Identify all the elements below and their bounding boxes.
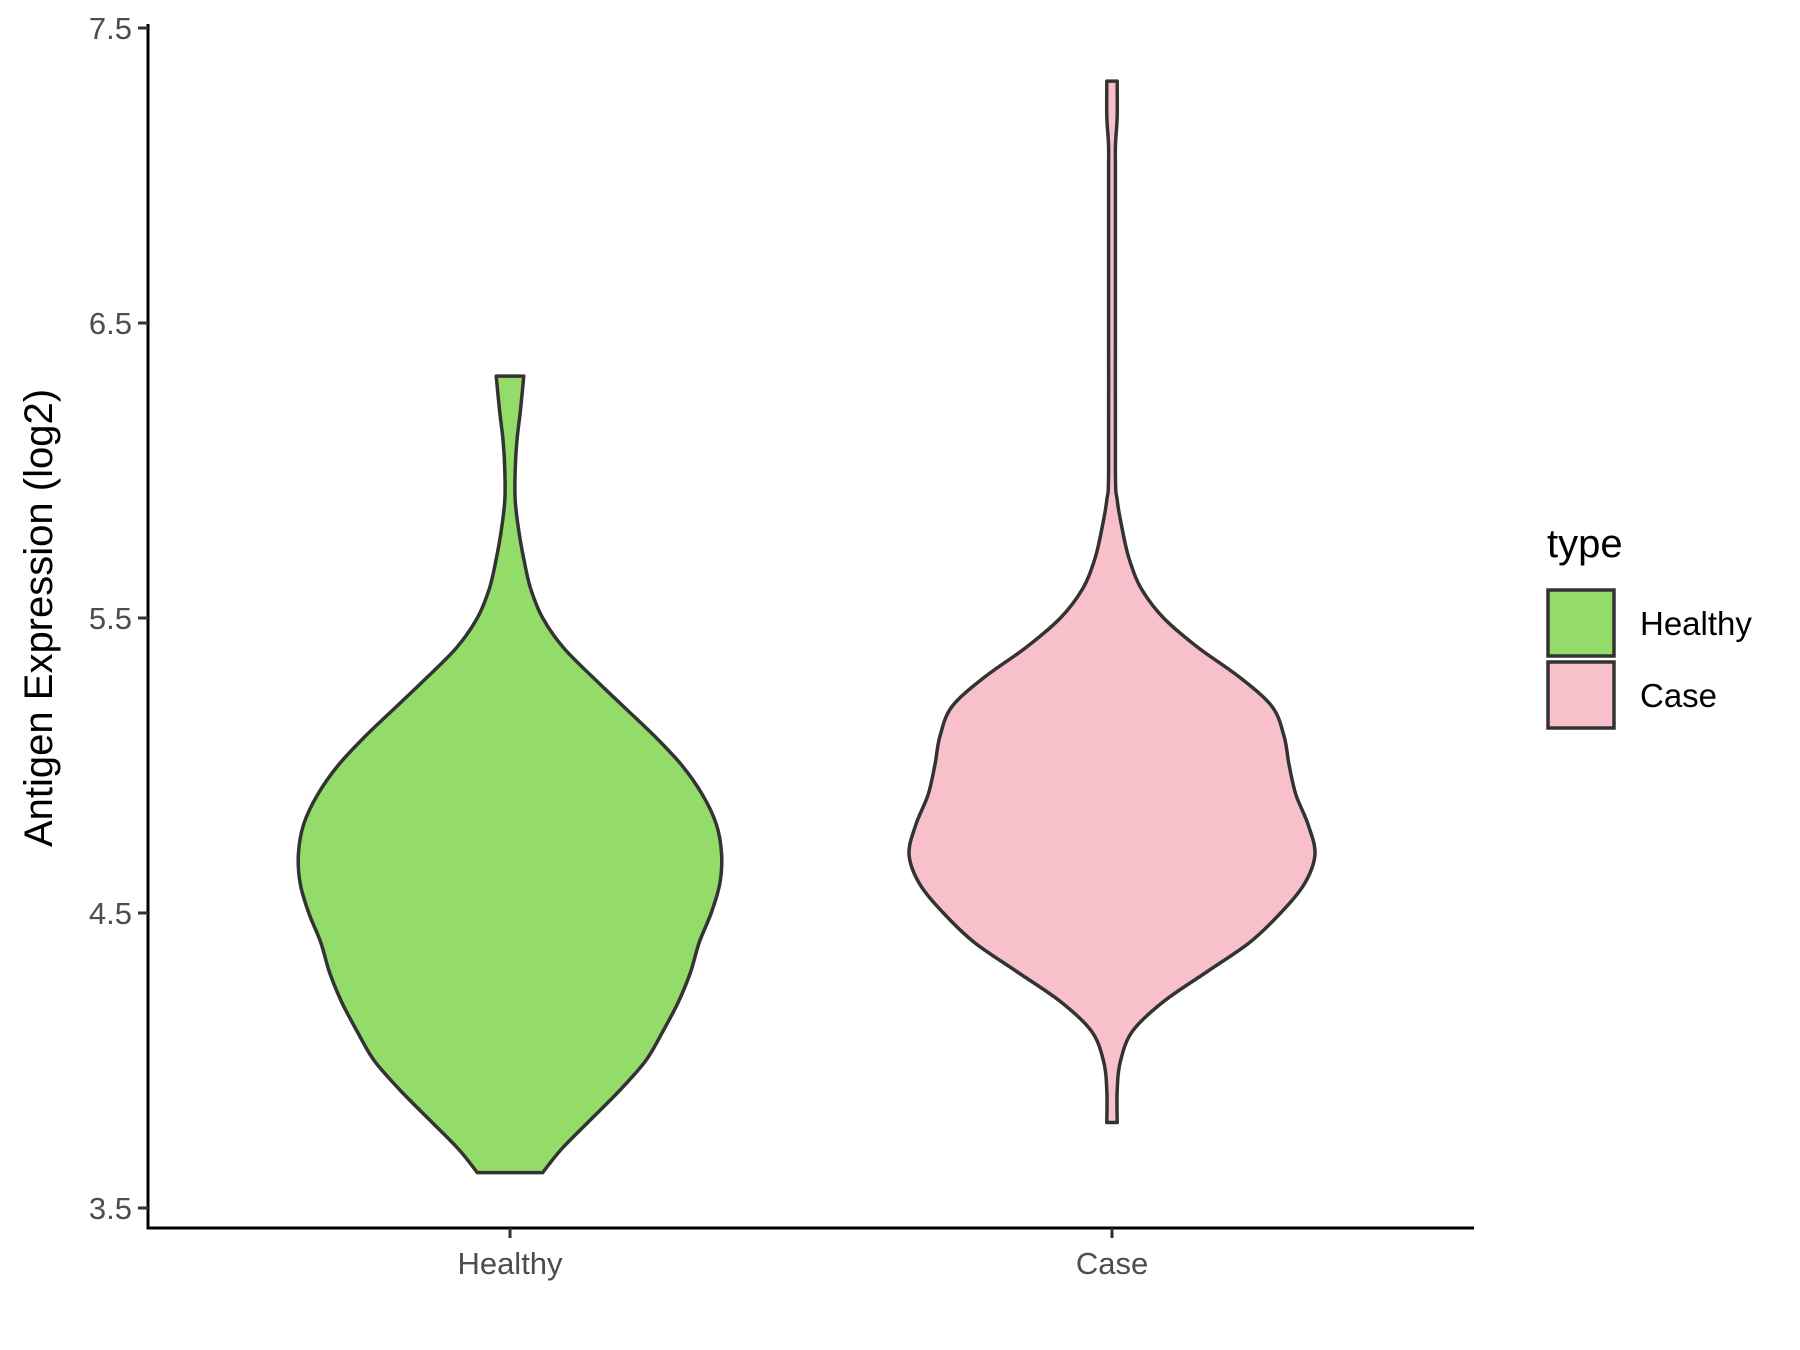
legend: type Healthy Case [1546,522,1752,730]
y-tick-label: 7.5 [89,11,132,46]
x-tick-label: Healthy [457,1246,563,1281]
y-axis-title: Antigen Expression (log2) [17,389,61,847]
violin-healthy [296,374,724,1175]
legend-label-case: Case [1640,677,1717,714]
legend-label-healthy: Healthy [1640,605,1752,642]
y-tick-label: 5.5 [89,601,132,636]
y-tick-label: 3.5 [89,1191,132,1226]
x-ticks: Healthy Case [457,1228,1148,1281]
axes: 3.5 4.5 5.5 6.5 7.5 Healthy Case [89,11,1474,1281]
violin-layer [296,79,1317,1175]
legend-entries: Healthy Case [1546,588,1752,730]
x-tick-label: Case [1076,1246,1148,1281]
legend-title: type [1547,522,1623,566]
legend-key-healthy [1546,588,1616,658]
y-ticks: 3.5 4.5 5.5 6.5 7.5 [89,11,148,1226]
legend-key-case [1546,660,1616,730]
y-tick-label: 6.5 [89,306,132,341]
y-tick-label: 4.5 [89,896,132,931]
violin-case [907,79,1317,1125]
